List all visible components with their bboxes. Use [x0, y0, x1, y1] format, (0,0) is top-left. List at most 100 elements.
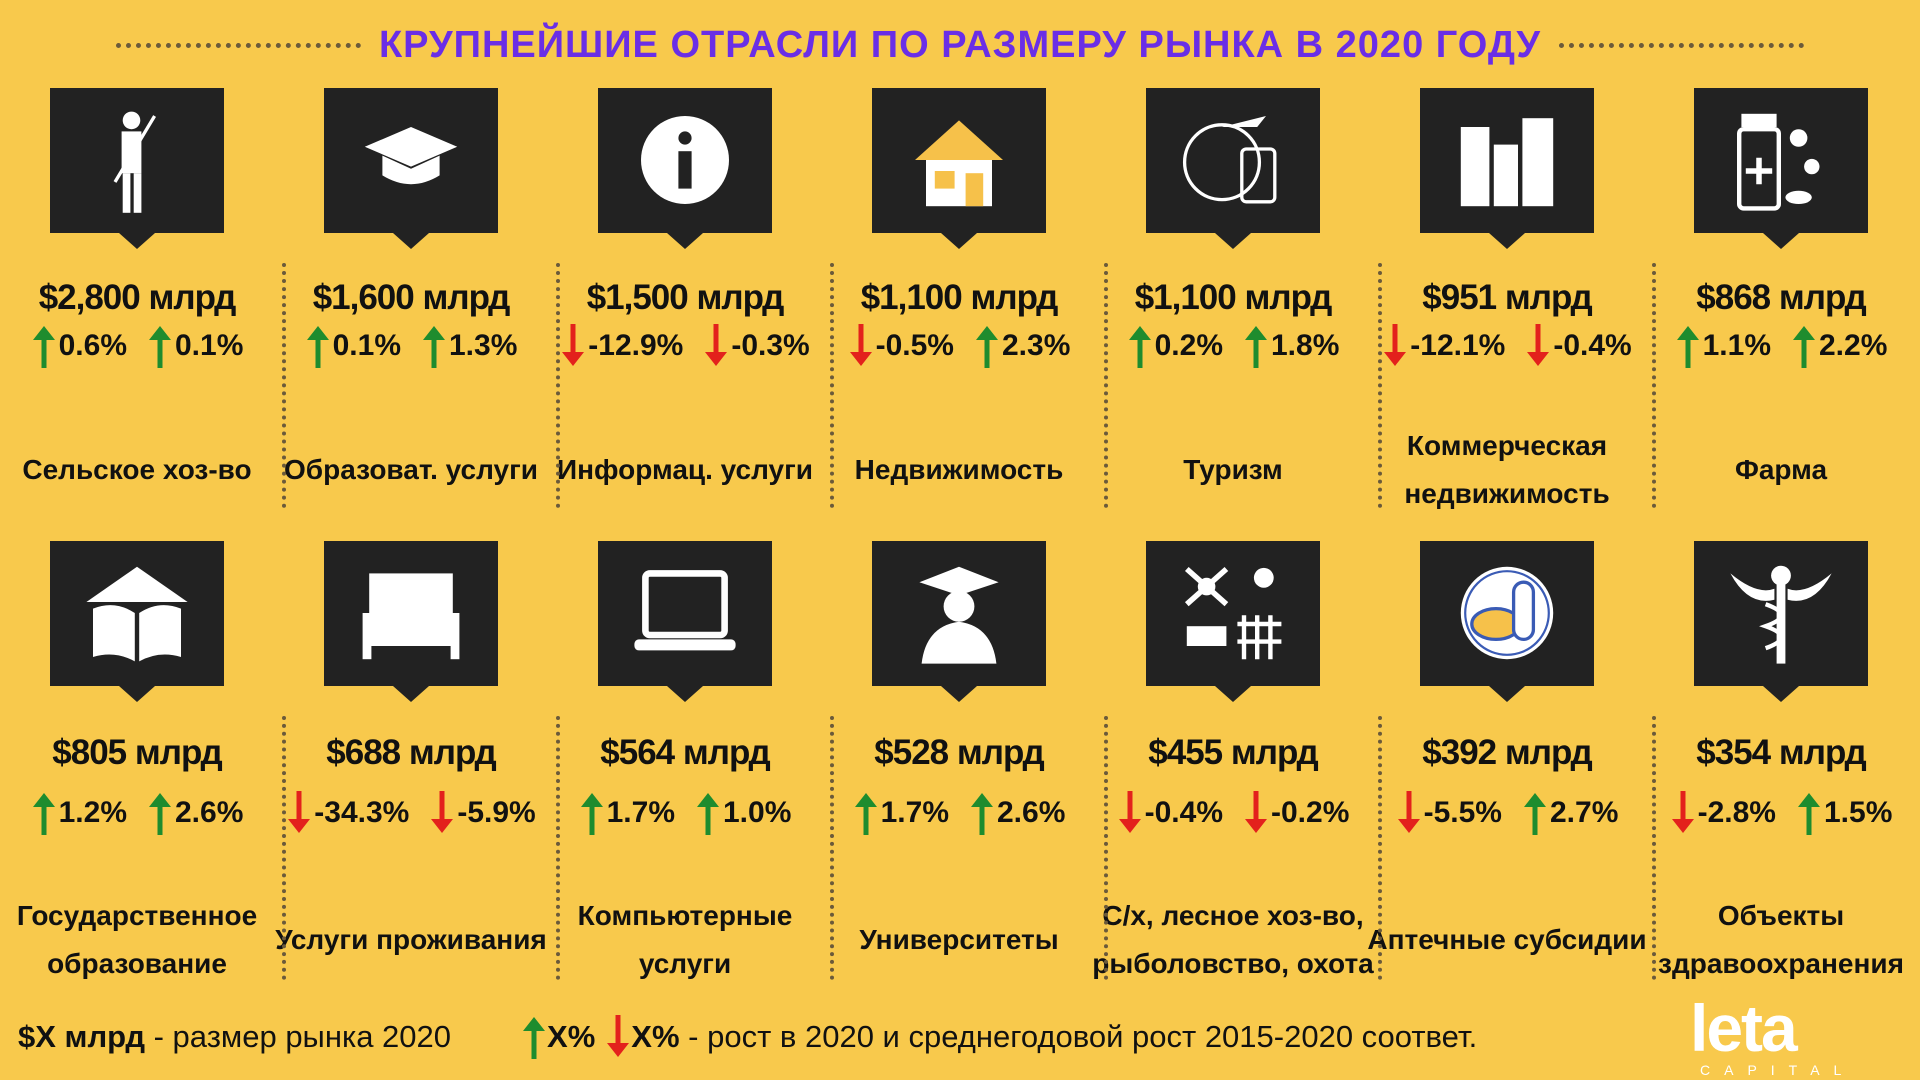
icon-box	[1146, 88, 1320, 233]
pointer	[941, 686, 977, 702]
icon-box	[50, 541, 224, 686]
growth-row: 1.7% 2.6%	[822, 791, 1096, 835]
separator	[1104, 716, 1108, 980]
arrow-down	[1671, 791, 1694, 833]
growth-row: 1.7% 1.0%	[548, 791, 822, 835]
growth-cagr: 2.2%	[1819, 329, 1888, 362]
growth-item: -2.8%	[1670, 791, 1776, 835]
market-size: $688 млрд	[326, 733, 496, 772]
arrow-up	[523, 1017, 546, 1059]
arrow-down	[705, 324, 728, 366]
growth-item: 2.6%	[969, 791, 1065, 835]
growth-item: 1.0%	[695, 791, 791, 835]
separator	[1378, 263, 1382, 508]
arrow-up	[975, 326, 998, 368]
growth-item: 0.2%	[1127, 324, 1223, 368]
growth-item: 0.1%	[147, 324, 243, 368]
arrow-down	[562, 324, 585, 366]
growth-item: -0.3%	[703, 324, 810, 368]
growth-row: -0.4% -0.2%	[1096, 791, 1370, 835]
separator	[556, 263, 560, 508]
growth-item: -0.4%	[1525, 324, 1632, 368]
icon-box	[324, 88, 498, 233]
arrow-up	[32, 326, 55, 368]
growth-item: -0.5%	[848, 324, 954, 368]
icon-box	[1420, 88, 1594, 233]
industry-label: Объекты здравоохранения	[1658, 900, 1904, 979]
growth-row: 0.2% 1.8%	[1096, 324, 1370, 368]
growth-cagr: 1.5%	[1823, 796, 1893, 829]
growth-row: -34.3% -5.9%	[274, 791, 548, 835]
arrow-down	[849, 324, 872, 366]
growth-item: 1.8%	[1243, 324, 1339, 368]
industry-label: Государственное образование	[16, 900, 258, 979]
market-size: $1,600 млрд	[312, 278, 511, 317]
arrow-up	[149, 326, 171, 368]
arrow-up	[854, 793, 877, 835]
market-size: $951 млрд	[1422, 278, 1592, 317]
arrow-down	[1397, 791, 1420, 833]
arrow-up	[971, 793, 993, 835]
industry-label: Сельское хоз-во	[22, 454, 252, 485]
dotted-rule	[115, 42, 361, 48]
separator	[1652, 263, 1656, 508]
icon-box	[1694, 541, 1868, 686]
arrow-up	[697, 793, 719, 835]
growth-item: 1.3%	[421, 324, 517, 368]
growth-cagr: -0.4%	[1553, 329, 1632, 362]
icon-box	[1146, 541, 1320, 686]
growth-item: 2.6%	[147, 791, 243, 835]
icon	[113, 111, 157, 213]
icon	[1460, 118, 1554, 207]
icon	[1730, 565, 1832, 664]
icon	[634, 570, 736, 651]
market-size: $528 млрд	[874, 733, 1044, 772]
growth-2020: 0.6%	[58, 329, 127, 362]
growth-2020: 1.1%	[1702, 329, 1771, 362]
market-size: $1,100 млрд	[860, 278, 1059, 317]
icon-box	[50, 88, 224, 233]
separator	[1652, 716, 1656, 980]
icon-box	[598, 541, 772, 686]
pointer	[1489, 686, 1525, 702]
growth-row: -0.5% 2.3%	[822, 324, 1096, 368]
icon-box	[1694, 88, 1868, 233]
growth-2020: 1.7%	[606, 796, 675, 829]
separator	[1104, 263, 1108, 508]
pointer	[941, 233, 977, 249]
growth-item: -12.1%	[1382, 324, 1505, 368]
icon	[1460, 566, 1554, 660]
arrow-up	[1245, 326, 1267, 368]
growth-2020: 0.1%	[332, 329, 401, 362]
industry-label: Коммерческая недвижимость	[1404, 430, 1610, 509]
market-size: $868 млрд	[1696, 278, 1866, 317]
icon-box	[872, 541, 1046, 686]
industry-label: Фарма	[1734, 454, 1828, 485]
arrow-down	[607, 1015, 630, 1057]
growth-cagr: 2.3%	[1001, 329, 1071, 362]
growth-cagr: 1.0%	[723, 796, 792, 829]
growth-2020: -0.5%	[875, 329, 954, 362]
growth-row: -2.8% 1.5%	[1644, 791, 1918, 835]
arrow-down	[1245, 791, 1267, 833]
market-size: $455 млрд	[1148, 733, 1318, 772]
growth-item: 1.2%	[31, 791, 127, 835]
arrow-up	[1797, 793, 1820, 835]
arrow-up	[32, 793, 55, 835]
pointer	[1215, 233, 1251, 249]
icon-box	[1420, 541, 1594, 686]
growth-row: -5.5% 2.7%	[1370, 791, 1644, 835]
legend-text: - рост в 2020 и среднегодовой рост 2015-…	[688, 1019, 1478, 1054]
pointer	[119, 686, 155, 702]
pointer	[667, 686, 703, 702]
growth-2020: -2.8%	[1697, 796, 1776, 829]
growth-cagr: -0.2%	[1271, 796, 1350, 829]
growth-item: 0.6%	[31, 324, 127, 368]
arrow-up	[149, 793, 171, 835]
growth-item: 1.5%	[1796, 791, 1892, 835]
industry-label: Услуги проживания	[275, 924, 547, 955]
industry-label: Туризм	[1183, 454, 1283, 485]
pointer	[1763, 686, 1799, 702]
separator	[282, 263, 286, 508]
